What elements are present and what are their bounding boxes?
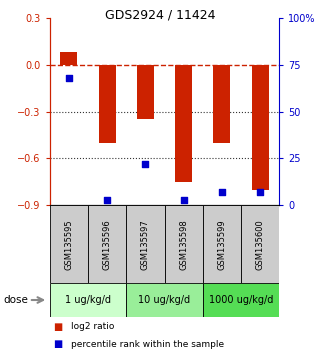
Bar [203,283,279,317]
Text: log2 ratio: log2 ratio [71,322,114,331]
Text: GDS2924 / 11424: GDS2924 / 11424 [105,9,216,22]
Text: 10 ug/kg/d: 10 ug/kg/d [138,295,191,305]
Text: GSM135596: GSM135596 [103,219,112,270]
Bar [203,205,241,283]
Text: GSM135597: GSM135597 [141,219,150,270]
Text: dose: dose [3,295,28,305]
Text: ■: ■ [53,339,62,349]
Text: GSM135598: GSM135598 [179,219,188,270]
Bar [126,283,203,317]
Point [181,197,186,202]
Point [219,189,224,195]
Text: 1000 ug/kg/d: 1000 ug/kg/d [209,295,273,305]
Bar [50,283,126,317]
Point [66,75,72,81]
Bar [252,65,269,190]
Point [257,189,263,195]
Text: ■: ■ [53,321,62,332]
Bar [175,65,192,182]
Point [143,161,148,167]
Bar [50,205,88,283]
Text: GSM135600: GSM135600 [256,219,265,270]
Bar [126,205,164,283]
Bar [213,65,230,143]
Bar [164,205,203,283]
Text: GSM135595: GSM135595 [65,219,74,270]
Bar [241,205,279,283]
Bar [88,205,126,283]
Bar [137,65,154,119]
Bar [99,65,116,143]
Bar [60,52,77,65]
Text: percentile rank within the sample: percentile rank within the sample [71,340,224,349]
Point [105,197,110,202]
Text: GSM135599: GSM135599 [217,219,226,270]
Text: 1 ug/kg/d: 1 ug/kg/d [65,295,111,305]
